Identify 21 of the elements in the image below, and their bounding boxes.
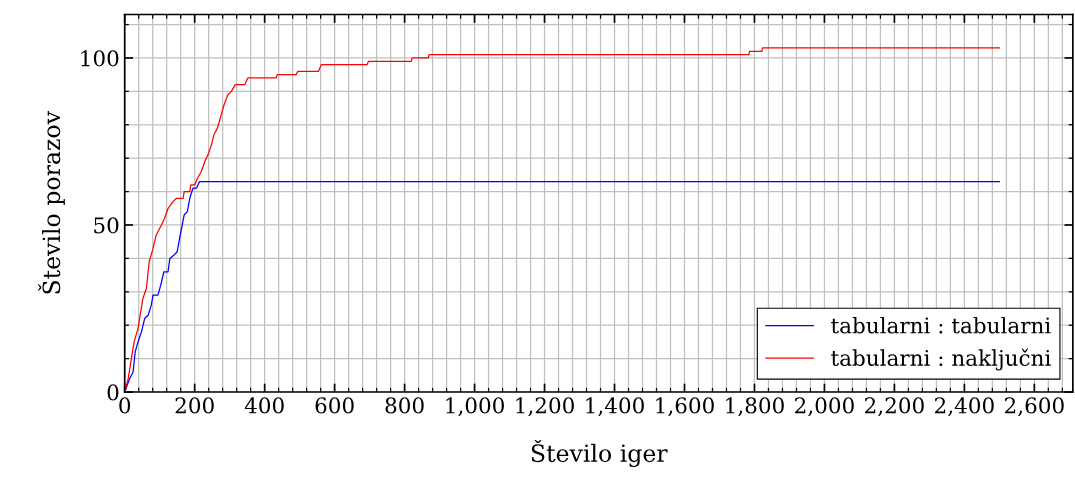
legend-label: tabularni : naključni — [831, 348, 1051, 371]
x-tick-label: 0 — [119, 397, 131, 414]
x-tick-label: 2,600 — [1005, 397, 1064, 417]
x-tick-label: 1,200 — [516, 397, 574, 417]
y-tick-label: 50 — [94, 217, 119, 234]
x-tick-label: 2,400 — [935, 397, 994, 417]
y-tick-label: 100 — [81, 50, 119, 67]
x-tick-label: 800 — [385, 397, 424, 414]
x-tick-label: 400 — [244, 397, 284, 414]
x-tick-label: 1,000 — [446, 397, 504, 417]
legend-label: tabularni : tabularni — [831, 316, 1051, 334]
x-tick-label: 1,400 — [586, 397, 644, 417]
x-tick-label: 200 — [175, 397, 214, 414]
y-tick-label: 0 — [107, 384, 119, 401]
x-tick-label: 2,200 — [865, 397, 924, 417]
y-axis-title: Število porazov — [38, 111, 65, 294]
x-tick-label: 2,000 — [795, 397, 854, 417]
x-axis-title: Število iger — [531, 439, 668, 468]
x-tick-label: 1,600 — [656, 397, 714, 417]
x-tick-label: 1,800 — [726, 397, 784, 417]
x-tick-label: 600 — [315, 397, 354, 414]
